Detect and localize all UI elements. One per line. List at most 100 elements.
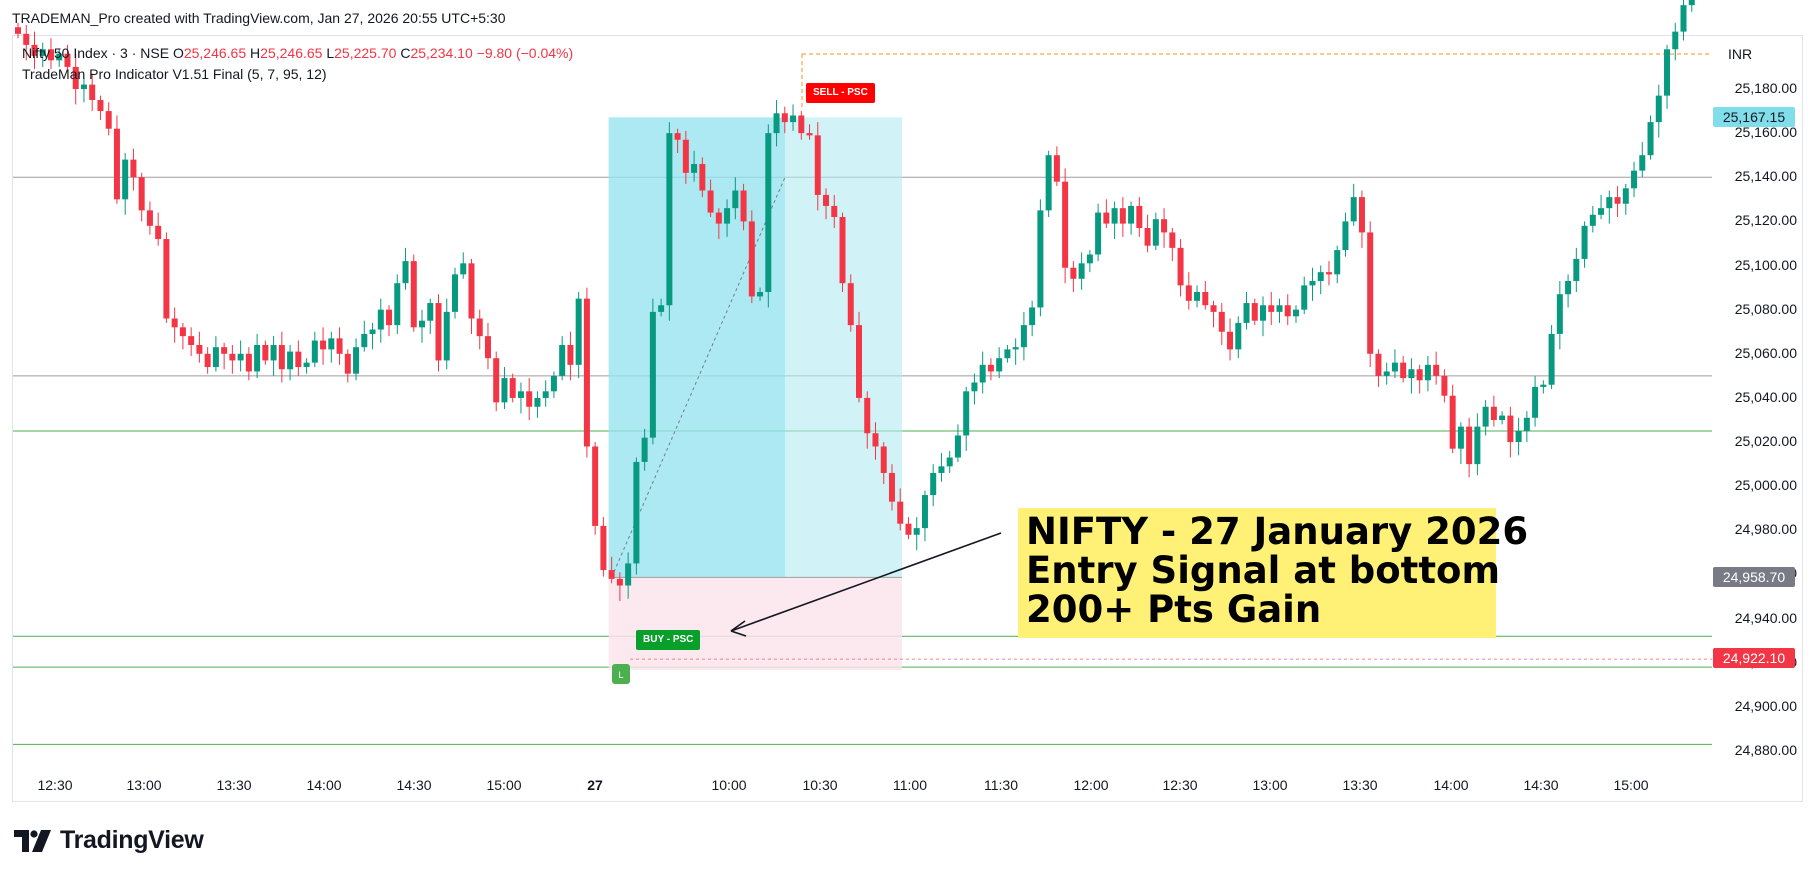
candle-body (1482, 406, 1489, 427)
candle-body (336, 338, 343, 354)
candle-body (649, 311, 656, 438)
candle-body (476, 318, 483, 337)
candle-body (1647, 122, 1654, 156)
candle-body (1367, 232, 1374, 354)
time-tick-label: 13:00 (1252, 777, 1288, 793)
candle-body (979, 364, 986, 383)
candle-body (691, 164, 698, 173)
candle-body (872, 433, 879, 447)
price-tick-label: 25,100.00 (1734, 256, 1797, 273)
candle-body (344, 353, 351, 374)
tradingview-logo-icon (14, 829, 51, 852)
candle-body (905, 523, 912, 535)
candle-body (1325, 272, 1332, 275)
indicator-name: TradeMan Pro Indicator V1.51 Final (5, 7… (22, 66, 327, 82)
candle-body (146, 210, 153, 226)
candle-body (1004, 349, 1011, 359)
time-tick-label: 14:00 (1433, 777, 1469, 793)
candle-body (435, 303, 442, 361)
price-tick-label: 25,080.00 (1734, 300, 1797, 317)
candle-body (361, 333, 368, 348)
price-tick-label: 25,060.00 (1734, 344, 1797, 361)
candle-body (592, 446, 599, 526)
time-tick-label: 11:30 (984, 777, 1018, 793)
candle-body (1185, 285, 1192, 301)
candle-body (311, 340, 318, 363)
candle-body (270, 344, 277, 361)
candle-body (880, 446, 887, 473)
candle-body (971, 382, 978, 392)
candle-body (913, 528, 920, 535)
candle-body (954, 435, 961, 458)
candle-body (608, 570, 615, 579)
candle-body (1235, 322, 1242, 350)
annotation-note[interactable]: NIFTY - 27 January 2026 Entry Signal at … (1018, 508, 1528, 638)
candle-body (798, 115, 805, 134)
time-tick-label: 12:30 (1162, 777, 1198, 793)
candle-body (1416, 369, 1423, 381)
sell-signal-label: SELL - PSC (806, 83, 875, 103)
candle-body (559, 344, 566, 376)
indicator-legend[interactable]: TradeMan Pro Indicator V1.51 Final (5, 7… (22, 66, 327, 82)
annotation-arrow (730, 532, 1002, 632)
candle-body (15, 27, 21, 34)
time-tick-label: 14:30 (1523, 777, 1559, 793)
candle-body (451, 274, 458, 312)
candle-body (823, 194, 830, 206)
time-tick-label: 14:30 (396, 777, 432, 793)
candle-body (1152, 219, 1159, 246)
candle-body (666, 133, 673, 306)
candle-body (386, 309, 393, 326)
candle-body (1556, 294, 1563, 334)
candle-body (1688, 0, 1695, 6)
currency-label[interactable]: INR (1728, 46, 1753, 62)
candle-body (550, 375, 557, 392)
candle-body (930, 472, 937, 496)
candle-body (773, 113, 780, 134)
candle-body (1433, 364, 1440, 376)
candle-body (781, 113, 788, 123)
candle-body (369, 329, 376, 334)
candle-body (1598, 208, 1605, 215)
candle-body (1020, 325, 1027, 348)
candle-body (1581, 225, 1588, 259)
price-badge: 24,958.70 (1713, 567, 1795, 588)
candle-body (814, 135, 821, 195)
candle-body (1400, 362, 1407, 379)
candle-body (699, 164, 706, 191)
candle-body (1515, 431, 1522, 443)
candle-body (996, 358, 1003, 372)
candle-body (1466, 426, 1473, 465)
candle-body (1161, 219, 1168, 233)
candle-body (468, 263, 475, 319)
candle-body (921, 495, 928, 529)
candle-body (1103, 212, 1110, 224)
candle-body (856, 325, 862, 398)
candle-body (295, 351, 302, 368)
footer-logo[interactable]: TradingView (14, 826, 204, 855)
price-badge: 25,167.15 (1713, 107, 1795, 128)
candle-body (600, 525, 607, 571)
candle-body (212, 347, 219, 368)
candle-body (1144, 228, 1151, 246)
candle-body (839, 216, 846, 284)
candle-body (674, 133, 681, 140)
candle-body (1631, 170, 1638, 189)
symbol-legend[interactable]: Nifty 50 Index · 3 · NSE O25,246.65 H25,… (22, 45, 573, 61)
candle-body (229, 353, 236, 361)
candle-body (1218, 311, 1225, 332)
candle-body (831, 205, 838, 217)
high-value: 25,246.65 (260, 45, 323, 61)
candle-body (534, 397, 541, 407)
candle-body (320, 340, 327, 350)
candle-body (740, 190, 747, 222)
stop-zone (608, 577, 902, 671)
candle-body (1375, 353, 1382, 376)
candle-body (765, 133, 772, 293)
candle-body (56, 53, 63, 61)
buy-signal-label: BUY - PSC (636, 630, 701, 650)
candle-body (1053, 155, 1060, 182)
candle-body (682, 139, 689, 173)
candle-body (196, 344, 203, 354)
